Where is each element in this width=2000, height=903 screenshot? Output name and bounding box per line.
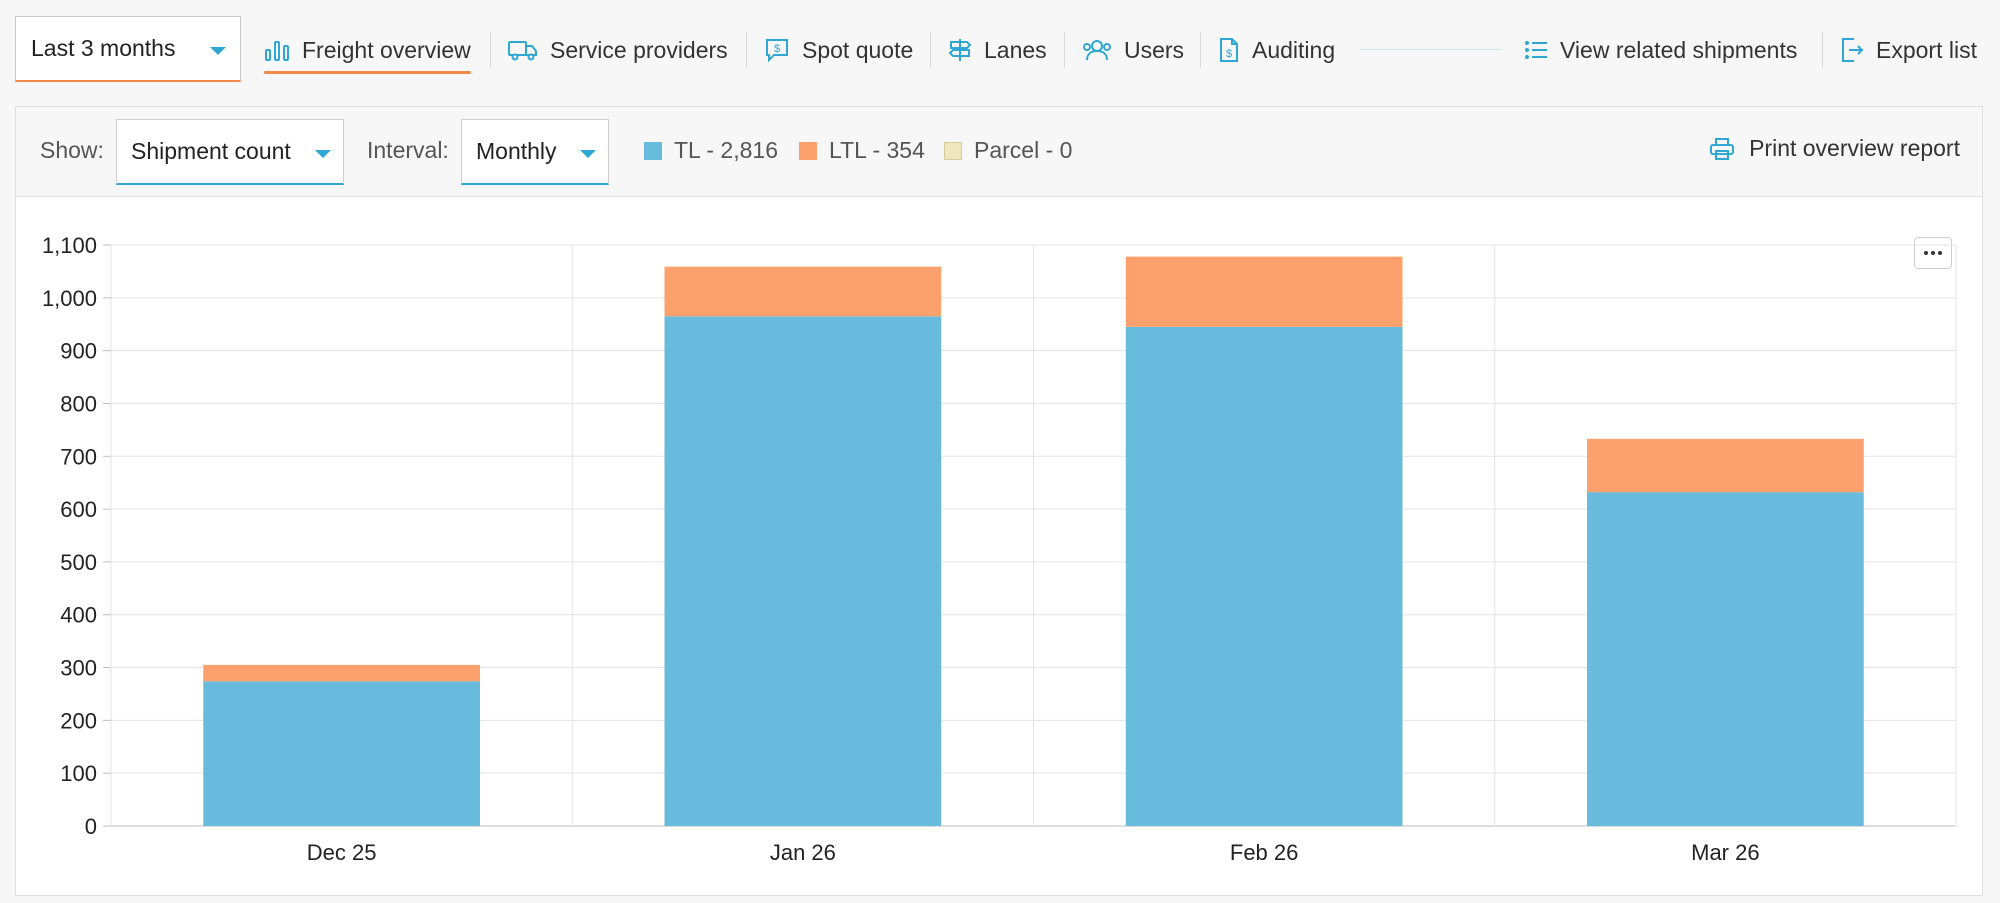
y-tick-label: 500 [60,550,97,575]
y-tick-label: 800 [60,391,97,416]
interval-label: Interval: [367,137,449,163]
bar-ltl [1125,256,1403,327]
y-tick-label: 600 [60,497,97,522]
date-range-value: Last 3 months [31,35,176,61]
y-tick-label: 0 [85,814,97,839]
nav-divider [1200,32,1201,68]
tab-label: Freight overview [302,36,471,63]
legend-swatch [944,141,962,160]
tab-lanes[interactable]: Lanes [948,30,1047,70]
y-tick-label: 200 [60,708,97,733]
legend-item-parcel[interactable]: Parcel - 0 [944,137,1072,164]
export-icon [1842,38,1864,62]
show-label: Show: [40,137,104,163]
tab-freight-overview[interactable]: Freight overview [264,30,471,74]
show-metric-dropdown[interactable]: Shipment count [116,119,344,185]
tab-spot-quote[interactable]: $ Spot quote [764,30,913,70]
export-list-label: Export list [1876,36,1977,63]
bar-ltl [664,266,942,317]
legend-label: Parcel - 0 [974,137,1073,163]
nav-spacer-line [1360,49,1502,50]
tab-auditing[interactable]: $ Auditing [1218,30,1335,70]
bar-tl [1587,492,1864,826]
view-related-shipments-link[interactable]: View related shipments [1524,30,1797,70]
x-tick-label: Feb 26 [1230,840,1299,865]
nav-divider [490,32,491,68]
y-tick-label: 400 [60,603,97,628]
y-tick-label: 900 [60,339,97,364]
legend-item-tl[interactable]: TL - 2,816 [644,137,778,164]
printer-icon [1710,137,1735,160]
show-metric-value: Shipment count [131,138,291,164]
y-tick-label: 1,000 [42,286,97,311]
more-dots-icon [1924,251,1928,255]
export-list-button[interactable]: Export list [1840,30,1977,70]
tab-label: Lanes [984,36,1047,63]
x-tick-label: Mar 26 [1691,840,1759,865]
tab-service-providers[interactable]: Service providers [508,30,728,70]
bar-ltl [203,664,480,682]
legend-swatch [799,141,817,160]
truck-icon [508,41,537,61]
svg-text:$: $ [1226,48,1232,60]
chevron-down-icon [210,47,226,55]
x-tick-label: Dec 25 [307,840,377,865]
tab-label: Service providers [550,36,728,63]
freight-overview-panel: Show: Shipment count Interval: Monthly T… [15,106,1983,896]
nav-divider [1064,32,1065,68]
dollar-chat-icon: $ [766,39,788,63]
legend-label: LTL - 354 [829,137,925,163]
legend-label: TL - 2,816 [674,137,778,163]
more-dots-icon [1938,251,1942,255]
bar-tl [664,316,942,826]
date-range-dropdown[interactable]: Last 3 months [15,16,241,82]
legend-swatch [644,141,662,160]
top-navigation: Last 3 months Freight overview Service p… [0,0,2000,100]
view-related-label: View related shipments [1560,36,1798,63]
y-tick-label: 700 [60,444,97,469]
bar-tl [203,681,480,826]
svg-text:$: $ [774,43,780,55]
y-tick-label: 300 [60,656,97,681]
bar-chart-icon [265,41,289,61]
y-tick-label: 100 [60,761,97,786]
users-icon [1083,40,1111,61]
signpost-icon [948,39,972,61]
nav-divider [1822,32,1823,68]
chevron-down-icon [315,150,331,158]
dollar-document-icon: $ [1220,38,1238,62]
print-overview-report-button[interactable]: Print overview report [1709,135,1960,162]
print-label: Print overview report [1749,135,1960,161]
legend-item-ltl[interactable]: LTL - 354 [799,137,925,164]
nav-divider [930,32,931,68]
interval-value: Monthly [476,138,557,164]
tab-label: Auditing [1252,36,1336,63]
interval-dropdown[interactable]: Monthly [461,119,609,185]
bar-tl [1125,326,1403,826]
tab-users[interactable]: Users [1082,30,1184,70]
more-dots-icon [1931,251,1935,255]
y-tick-label: 1,100 [42,233,97,258]
tab-label: Spot quote [802,36,914,63]
shipment-count-chart: 0 100 200 300 400 500 600 700 800 900 1,000 1,100 De… [42,233,1957,865]
tab-label: Users [1124,36,1185,63]
list-icon [1525,41,1547,59]
chart-filter-bar: Show: Shipment count Interval: Monthly T… [16,107,1982,197]
bar-ltl [1587,438,1864,493]
chart-menu-button[interactable] [1914,237,1952,269]
x-tick-label: Jan 26 [770,840,836,865]
chevron-down-icon [580,150,596,158]
nav-divider [746,32,747,68]
